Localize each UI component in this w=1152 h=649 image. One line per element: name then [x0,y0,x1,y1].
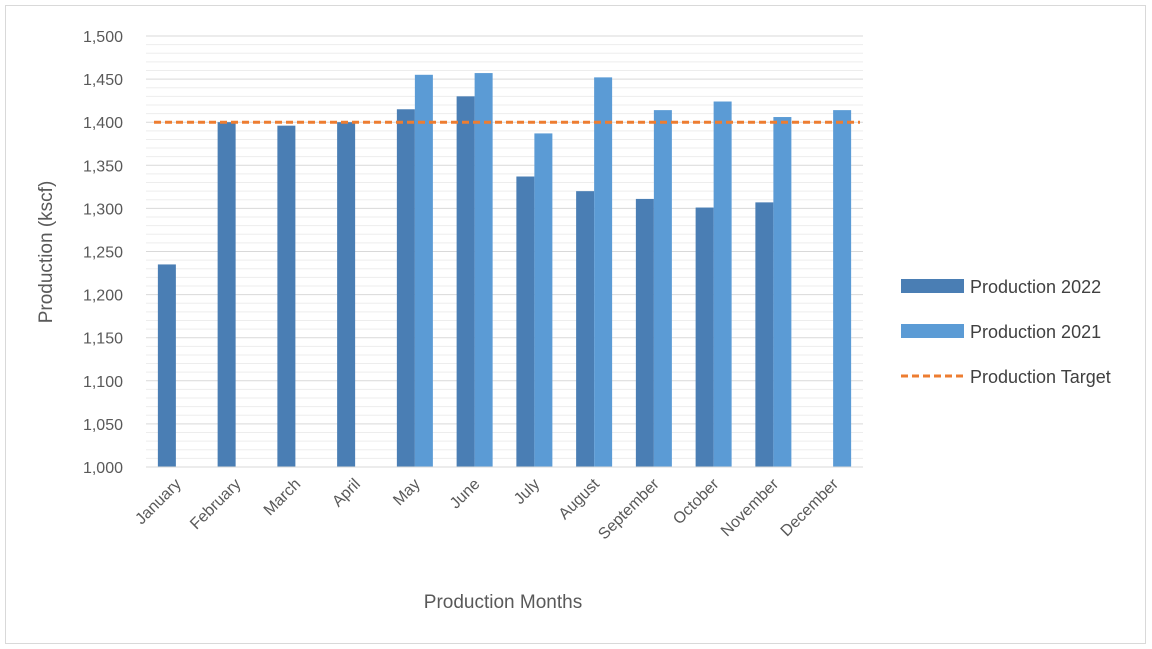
y-tick-label: 1,300 [83,201,123,218]
x-tick-label-november: November [718,475,783,540]
bar-2022-april [337,122,356,467]
x-tick-label-august: August [556,475,604,523]
y-tick-label: 1,400 [83,115,123,132]
bar-2022-november [755,202,774,467]
bar-2022-june [456,96,475,467]
x-tick-label-january: January [132,476,184,528]
bar-2021-november [773,117,792,467]
x-axis-title: Production Months [424,592,582,613]
x-tick-label-april: April [329,476,364,511]
x-tick-label-september: September [595,475,663,543]
legend-swatch-2021 [901,324,964,338]
bar-2022-september [635,198,654,467]
legend-swatch-2022 [901,279,964,293]
x-tick-label-july: July [511,476,543,508]
bar-2021-october [713,101,732,468]
bar-2021-may [414,74,433,467]
y-tick-label: 1,250 [83,245,123,262]
chart-frame: 1,000 1,050 1,100 1,150 1,200 1,250 1,300 1,350… [5,5,1146,644]
y-axis-ticks: 1,000 1,050 1,100 1,150 1,200 1,250 1,300 1,350… [83,29,123,477]
legend: Production 2022 Production 2021 Production… [901,277,1111,387]
bar-2021-august [594,77,613,467]
x-tick-label-february: February [187,476,244,533]
y-tick-label: 1,100 [83,374,123,391]
x-tick-label-june: June [447,476,484,513]
bar-2022-february [217,122,236,467]
bar-2021-september [653,110,672,467]
y-tick-label: 1,000 [83,460,123,477]
gridlines [146,35,863,459]
y-tick-label: 1,200 [83,288,123,305]
y-tick-label: 1,500 [83,29,123,46]
legend-label-2022: Production 2022 [970,277,1101,297]
x-tick-label-december: December [778,475,843,540]
y-axis-title: Production (kscf) [36,181,57,324]
bar-2022-january [157,264,176,467]
y-tick-label: 1,150 [83,331,123,348]
x-tick-label-october: October [670,475,723,528]
x-tick-label-may: May [390,476,423,509]
bar-2021-june [474,73,493,467]
bar-2021-july [534,133,553,467]
production-chart: 1,000 1,050 1,100 1,150 1,200 1,250 1,300 1,350… [36,29,1111,613]
y-tick-label: 1,050 [83,417,123,434]
x-tick-label-march: March [261,476,304,519]
bar-2022-august [576,191,595,467]
bar-2022-may [396,109,415,468]
bar-2022-july [516,176,535,468]
y-tick-label: 1,450 [83,72,123,89]
bars [157,73,852,468]
bar-2022-october [695,207,714,467]
bar-2022-march [277,125,296,467]
legend-label-target: Production Target [970,367,1111,387]
x-axis-ticks: January February March April May June July Augu… [132,475,842,543]
bar-2021-december [833,110,852,467]
y-tick-label: 1,350 [83,158,123,175]
legend-label-2021: Production 2021 [970,322,1101,342]
